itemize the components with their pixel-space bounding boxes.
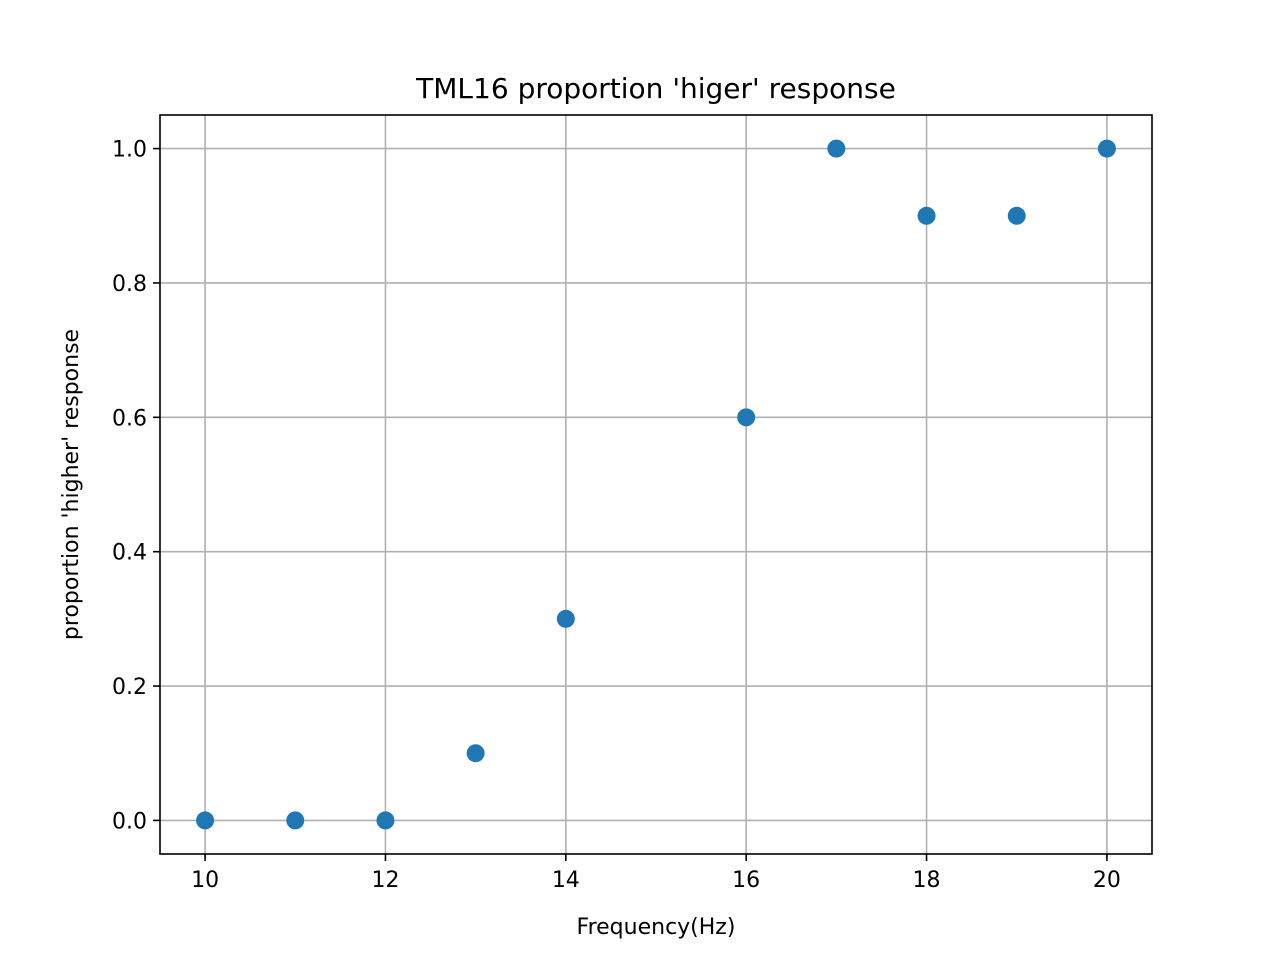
y-tick-label: 0.8 bbox=[112, 272, 147, 297]
data-point bbox=[466, 744, 485, 763]
x-tick-label: 20 bbox=[1093, 868, 1121, 893]
data-point bbox=[196, 811, 215, 830]
y-axis-ticks: 0.0 0.2 0.4 0.6 0.8 1.0 bbox=[112, 138, 160, 834]
x-tick-label: 10 bbox=[191, 868, 219, 893]
x-axis-ticks: 10 12 14 16 18 20 bbox=[191, 854, 1121, 893]
y-tick-label: 0.0 bbox=[112, 809, 147, 834]
y-tick-label: 0.2 bbox=[112, 675, 147, 700]
data-points bbox=[196, 139, 1116, 830]
data-point bbox=[1097, 139, 1116, 158]
plot-frame bbox=[159, 114, 1153, 855]
data-point bbox=[737, 408, 756, 427]
data-point bbox=[556, 609, 575, 628]
x-tick-label: 14 bbox=[552, 868, 580, 893]
y-tick-label: 0.4 bbox=[112, 541, 147, 566]
grid bbox=[160, 115, 1152, 854]
y-axis-label: proportion 'higher' response bbox=[59, 329, 84, 640]
data-point bbox=[827, 139, 846, 158]
y-tick-label: 0.6 bbox=[112, 406, 147, 431]
data-point bbox=[376, 811, 395, 830]
x-tick-label: 18 bbox=[913, 868, 941, 893]
y-tick-label: 1.0 bbox=[112, 138, 147, 163]
data-point bbox=[917, 206, 936, 225]
data-point bbox=[1007, 206, 1026, 225]
x-tick-label: 16 bbox=[732, 868, 760, 893]
data-point bbox=[286, 811, 305, 830]
chart-title: TML16 proportion 'higer' response bbox=[415, 72, 896, 105]
x-tick-label: 12 bbox=[371, 868, 399, 893]
x-axis-label: Frequency(Hz) bbox=[577, 915, 736, 940]
